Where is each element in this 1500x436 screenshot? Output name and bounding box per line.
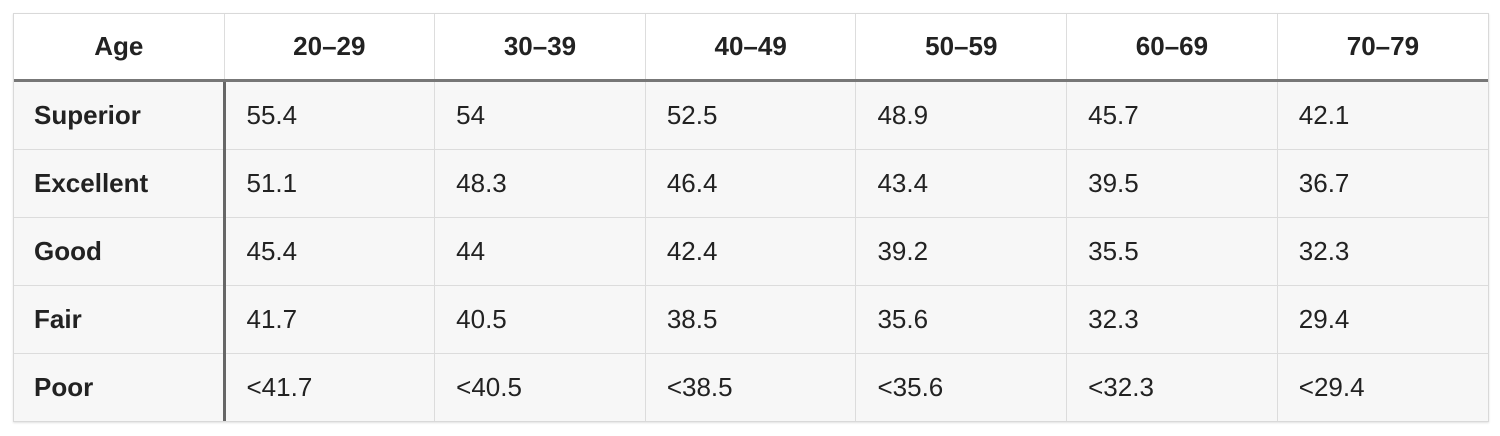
table-cell: 39.2: [855, 217, 1067, 286]
table-cell: <35.6: [855, 353, 1067, 421]
table-cell: <32.3: [1066, 353, 1278, 421]
header-row: Age 20–29 30–39 40–49 50–59 60–69 70–79: [14, 14, 1488, 82]
row-header: Good: [14, 217, 226, 286]
table-cell: <40.5: [434, 353, 646, 421]
header-cell: 70–79: [1276, 14, 1488, 82]
table-cell: <41.7: [223, 353, 435, 421]
header-cell: 20–29: [223, 14, 435, 82]
table-cell: <38.5: [644, 353, 856, 421]
table-row: Superior 55.4 54 52.5 48.9 45.7 42.1: [14, 80, 1488, 150]
table-row: Poor <41.7 <40.5 <38.5 <35.6 <32.3 <29.4: [14, 353, 1488, 421]
table-cell: 54: [434, 80, 646, 150]
table-cell: 52.5: [644, 80, 856, 150]
table-row: Good 45.4 44 42.4 39.2 35.5 32.3: [14, 217, 1488, 286]
table-cell: <29.4: [1276, 353, 1488, 421]
table-cell: 48.3: [434, 149, 646, 218]
table-cell: 41.7: [223, 285, 435, 354]
header-cell: 50–59: [855, 14, 1067, 82]
table-cell: 42.4: [644, 217, 856, 286]
table-cell: 35.5: [1066, 217, 1278, 286]
header-cell: Age: [14, 14, 224, 82]
table-cell: 29.4: [1276, 285, 1488, 354]
table-cell: 44: [434, 217, 646, 286]
table-cell: 51.1: [223, 149, 435, 218]
table-cell: 43.4: [855, 149, 1067, 218]
header-cell: 60–69: [1066, 14, 1278, 82]
table-cell: 39.5: [1066, 149, 1278, 218]
table-body: Superior 55.4 54 52.5 48.9 45.7 42.1 Excellent 5…: [14, 80, 1488, 421]
row-header: Excellent: [14, 149, 226, 218]
row-header: Poor: [14, 353, 226, 421]
row-header: Fair: [14, 285, 226, 354]
header-cell: 40–49: [644, 14, 856, 82]
table-cell: 46.4: [644, 149, 856, 218]
table-cell: 36.7: [1276, 149, 1488, 218]
table-cell: 40.5: [434, 285, 646, 354]
table-cell: 55.4: [223, 80, 435, 150]
table-container: Age 20–29 30–39 40–49 50–59 60–69 70–79 Superi…: [13, 13, 1489, 422]
table-cell: 45.4: [223, 217, 435, 286]
table-cell: 32.3: [1066, 285, 1278, 354]
table-cell: 48.9: [855, 80, 1067, 150]
table-row: Fair 41.7 40.5 38.5 35.6 32.3 29.4: [14, 285, 1488, 354]
fitness-table: Age 20–29 30–39 40–49 50–59 60–69 70–79 Superi…: [14, 14, 1488, 421]
table-cell: 32.3: [1276, 217, 1488, 286]
table-cell: 38.5: [644, 285, 856, 354]
table-cell: 45.7: [1066, 80, 1278, 150]
table-cell: 35.6: [855, 285, 1067, 354]
row-header: Superior: [14, 80, 226, 150]
table-row: Excellent 51.1 48.3 46.4 43.4 39.5 36.7: [14, 149, 1488, 218]
table-cell: 42.1: [1276, 80, 1488, 150]
header-cell: 30–39: [434, 14, 646, 82]
